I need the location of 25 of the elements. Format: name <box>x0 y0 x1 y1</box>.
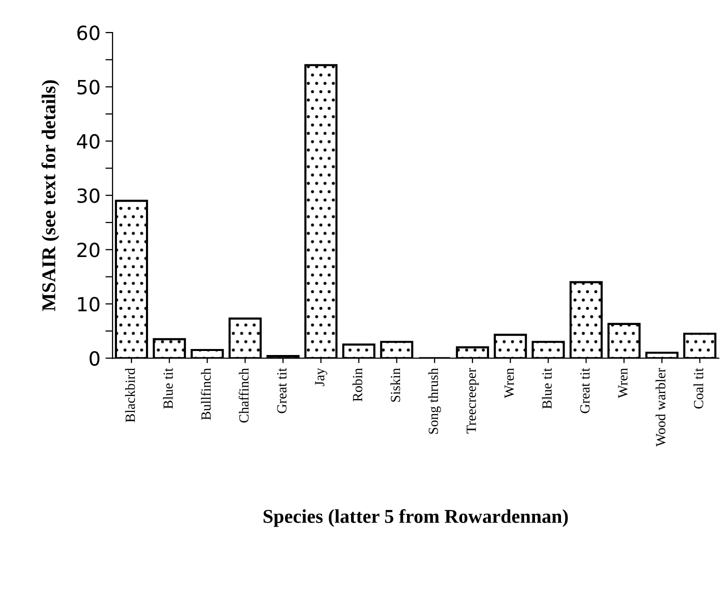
y-tick-label: 50 <box>77 80 100 94</box>
x-tick-label: Great tit <box>580 368 590 414</box>
x-tick-label: Blackbird <box>125 368 135 422</box>
y-tick-label: 10 <box>78 296 100 312</box>
x-tick-label: Wood warbler <box>656 368 666 447</box>
y-tick-label: 60 <box>77 26 100 40</box>
x-tick-label: Treecreeper <box>466 368 479 434</box>
x-tick-label: Bullfinch <box>200 368 211 420</box>
x-axis-title: Species (latter 5 from Rowardennan) <box>264 509 568 527</box>
y-axis-title: MSAIR (see text for details) <box>41 80 60 311</box>
y-tick-label: 30 <box>77 188 100 204</box>
x-tick-label: Wren <box>618 368 628 398</box>
x-tick-label: Blue tit <box>163 368 173 409</box>
x-tick-label: Siskin <box>390 368 400 402</box>
x-tick-label: Chaffinch <box>238 368 249 423</box>
x-tick-label: Jay <box>315 368 328 386</box>
x-tick-label: Wren <box>504 368 514 398</box>
x-tick-label: Coal tit <box>694 368 704 409</box>
y-tick-label: 20 <box>77 242 100 258</box>
x-tick-label: Blue tit <box>542 368 552 409</box>
y-tick-label: 40 <box>76 134 100 149</box>
x-tick-label: Robin <box>352 368 362 402</box>
y-tick-label: 0 <box>90 351 100 366</box>
x-tick-label: Great tit <box>277 368 287 414</box>
x-tick-label: Song thrush <box>428 368 441 434</box>
